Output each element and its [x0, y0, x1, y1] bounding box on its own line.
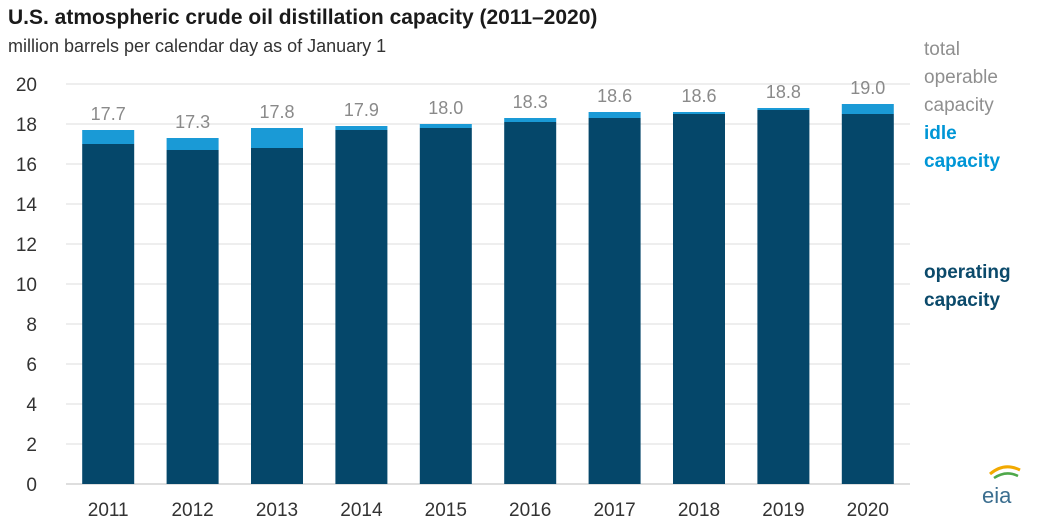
legend-total-line-3: capacity	[924, 95, 994, 116]
bar-idle-2012	[166, 138, 219, 150]
bar-operating-2013	[251, 148, 303, 484]
y-tick-label: 16	[16, 155, 37, 176]
total-label-2015: 18.0	[428, 98, 463, 118]
bar-idle-2020	[841, 104, 894, 114]
bar-operating-2018	[673, 114, 725, 484]
legend-idle-line-1: idle	[924, 123, 957, 144]
y-tick-label: 2	[26, 435, 37, 456]
eia-logo-text: eia	[982, 483, 1012, 508]
bar-operating-2014	[335, 130, 388, 484]
total-label-2017: 18.6	[597, 86, 632, 106]
y-tick-label: 12	[16, 235, 37, 256]
y-tick-label: 4	[26, 395, 37, 416]
bar-operating-2011	[82, 144, 135, 484]
eia-logo-icon: eia	[982, 465, 1021, 508]
x-category-label: 2013	[256, 500, 298, 521]
x-category-label: 2017	[593, 500, 635, 521]
bar-idle-2014	[335, 126, 388, 130]
legend-operating-line-1: operating	[924, 262, 1011, 283]
bar-operating-2015	[419, 128, 472, 484]
y-tick-label: 8	[26, 315, 37, 336]
total-label-2012: 17.3	[175, 112, 210, 132]
bar-operating-2012	[166, 150, 219, 484]
legend-operating-line-2: capacity	[924, 290, 1000, 311]
legend-idle-line-2: capacity	[924, 151, 1000, 172]
bar-operating-2016	[504, 122, 557, 484]
y-axis-ticks: 0 2 4 6 8 10 12 14 16 18 20	[16, 75, 38, 496]
bar-idle-2015	[419, 124, 472, 128]
x-category-label: 2018	[678, 500, 720, 521]
y-tick-label: 0	[26, 475, 37, 496]
bar-operating-2017	[588, 118, 641, 484]
y-tick-label: 10	[16, 275, 37, 296]
y-tick-label: 20	[16, 75, 37, 96]
y-tick-label: 18	[16, 115, 37, 136]
bar-idle-2017	[588, 112, 641, 118]
total-labels: 17.7 17.3 17.8 17.9 18.0 18.3 18.6 18.6 18.8 19.0	[91, 78, 886, 132]
total-label-2014: 17.9	[344, 100, 379, 120]
bars	[82, 104, 894, 484]
legend-total-line-1: total	[924, 39, 960, 60]
chart-title: U.S. atmospheric crude oil distillation …	[8, 6, 598, 29]
bar-operating-2019	[757, 110, 810, 484]
total-label-2018: 18.6	[681, 86, 716, 106]
bar-idle-2018	[673, 112, 725, 114]
y-tick-label: 14	[16, 195, 38, 216]
x-category-label: 2020	[847, 500, 889, 521]
x-category-label: 2011	[88, 500, 129, 521]
bar-idle-2013	[251, 128, 303, 148]
bar-operating-2020	[841, 114, 894, 484]
total-label-2011: 17.7	[91, 104, 126, 124]
x-category-label: 2015	[425, 500, 467, 521]
total-label-2020: 19.0	[850, 78, 885, 98]
x-category-label: 2012	[171, 500, 213, 521]
y-tick-label: 6	[26, 355, 37, 376]
x-category-label: 2016	[509, 500, 551, 521]
chart-subtitle: million barrels per calendar day as of J…	[8, 36, 387, 56]
x-axis-categories: 2011 2012 2013 2014 2015 2016 2017 2018 2019 2020	[88, 500, 889, 521]
bar-idle-2019	[757, 108, 810, 110]
total-label-2019: 18.8	[766, 82, 801, 102]
bar-idle-2011	[82, 130, 135, 144]
total-label-2013: 17.8	[259, 102, 294, 122]
legend-total-line-2: operable	[924, 67, 998, 88]
x-category-label: 2019	[762, 500, 804, 521]
x-category-label: 2014	[340, 500, 383, 521]
bar-idle-2016	[504, 118, 557, 122]
legend: total operable capacity idle capacity op…	[924, 39, 1011, 311]
total-label-2016: 18.3	[513, 92, 548, 112]
